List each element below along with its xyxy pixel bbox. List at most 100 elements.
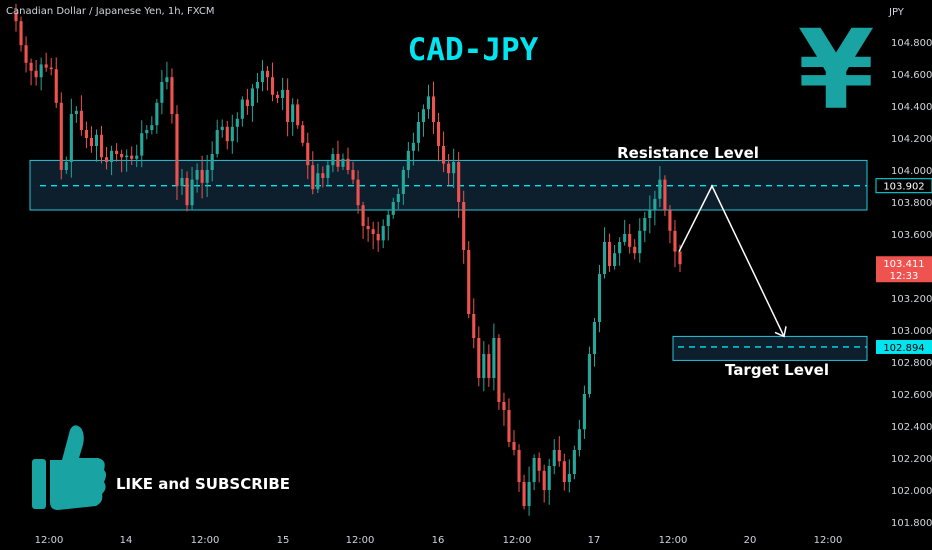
candle-body [89,138,94,146]
candle-body [220,126,224,130]
candle-body [381,226,385,241]
candle-body [608,242,612,266]
target-price-badge: 102.894 [876,339,932,354]
candle-body [542,470,546,490]
candle-body [487,354,491,378]
current-price-badge: 103.411 12:33 [876,256,932,283]
price-tick-label: 103.000 [891,326,932,337]
candle-body [286,90,290,122]
candle-body [54,69,58,103]
candle-body [225,126,229,142]
candle-body [582,394,586,430]
candle-body [145,130,149,134]
candle-body [190,179,194,206]
candle-body [436,122,441,146]
like-subscribe-text: LIKE and SUBSCRIBE [116,475,290,493]
candle-body [160,82,164,103]
price-tick-label: 102.600 [891,390,932,401]
candle-body [673,230,677,252]
time-tick-label: 12:00 [814,535,843,546]
price-tick-label: 102.400 [891,422,932,433]
candle-body [195,170,199,180]
symbol-info: Canadian Dollar / Japanese Yen, 1h, FXCM [6,6,214,17]
candle-body [522,482,526,506]
candle-body [376,234,380,241]
candle-body [49,67,53,70]
target-label: Target Level [725,361,829,379]
candle-body [462,202,466,250]
candle-body [653,198,657,210]
candle-body [200,170,204,183]
svg-text:103.411: 103.411 [883,259,924,270]
candle-body [663,179,667,210]
candle-body [29,62,33,71]
candle-body [316,173,320,190]
candle-body [180,178,184,186]
price-tick-label: 103.600 [891,230,932,241]
candle-body [678,251,682,265]
candle-body [668,210,672,231]
time-axis[interactable]: 12:00 14 12:00 15 12:00 16 12:00 17 12:00 20 12:00 [35,535,843,546]
candle-body [341,158,345,167]
price-tick-label: 104.800 [891,38,932,49]
price-tick-label: 102.800 [891,358,932,369]
candle-body [356,179,360,206]
candle-body [104,157,109,162]
candle-body [125,155,129,158]
candle-body [346,158,350,170]
price-tick-label: 104.600 [891,70,932,81]
candle-body [361,205,365,226]
price-tick-label: 102.200 [891,454,932,465]
candle-body [301,125,305,143]
candle-body [39,64,43,78]
candle-body [235,118,239,127]
candle-body [150,125,154,130]
svg-text:12:33: 12:33 [890,271,919,282]
candle-body [557,450,561,462]
candle-body [537,458,541,471]
candle-body [613,253,617,266]
candle-body [34,70,38,78]
time-tick-label: 16 [432,535,445,546]
price-tick-label: 102.000 [891,486,932,497]
candle-body [175,114,179,186]
candle-body [270,77,275,95]
candle-body [643,218,647,231]
candle-body [547,466,551,490]
candle-body [130,155,134,159]
projection-line [678,184,785,337]
candle-body [205,170,209,183]
projection-path [678,184,787,338]
candle-body [215,130,219,154]
thumbs-up-icon [32,425,106,510]
price-tick-label: 104.000 [891,166,932,177]
candle-body [69,114,73,162]
candle-body [230,126,234,142]
time-tick-label: 12:00 [659,535,688,546]
candle-body [477,338,481,378]
candle-body [592,322,597,354]
candle-body [597,274,602,322]
candle-body [19,21,23,46]
candle-body [311,165,315,190]
candle-body [170,77,174,114]
candle-body [210,154,214,170]
time-tick-label: 20 [744,535,757,546]
price-tick-label: 104.200 [891,134,932,145]
candles-group [14,3,682,516]
candle-body [331,154,335,166]
candle-body [321,173,325,178]
candle-body [482,354,486,378]
chart-title: CAD-JPY [408,32,539,68]
candle-body [99,134,104,158]
candle-body [467,250,471,314]
candle-body [406,150,410,170]
candle-body [14,13,18,22]
time-tick-label: 12:00 [503,535,532,546]
candle-body [306,142,310,166]
candle-body [84,130,88,138]
resistance-price-badge: 103.902 [875,178,932,194]
candle-body [336,154,340,167]
